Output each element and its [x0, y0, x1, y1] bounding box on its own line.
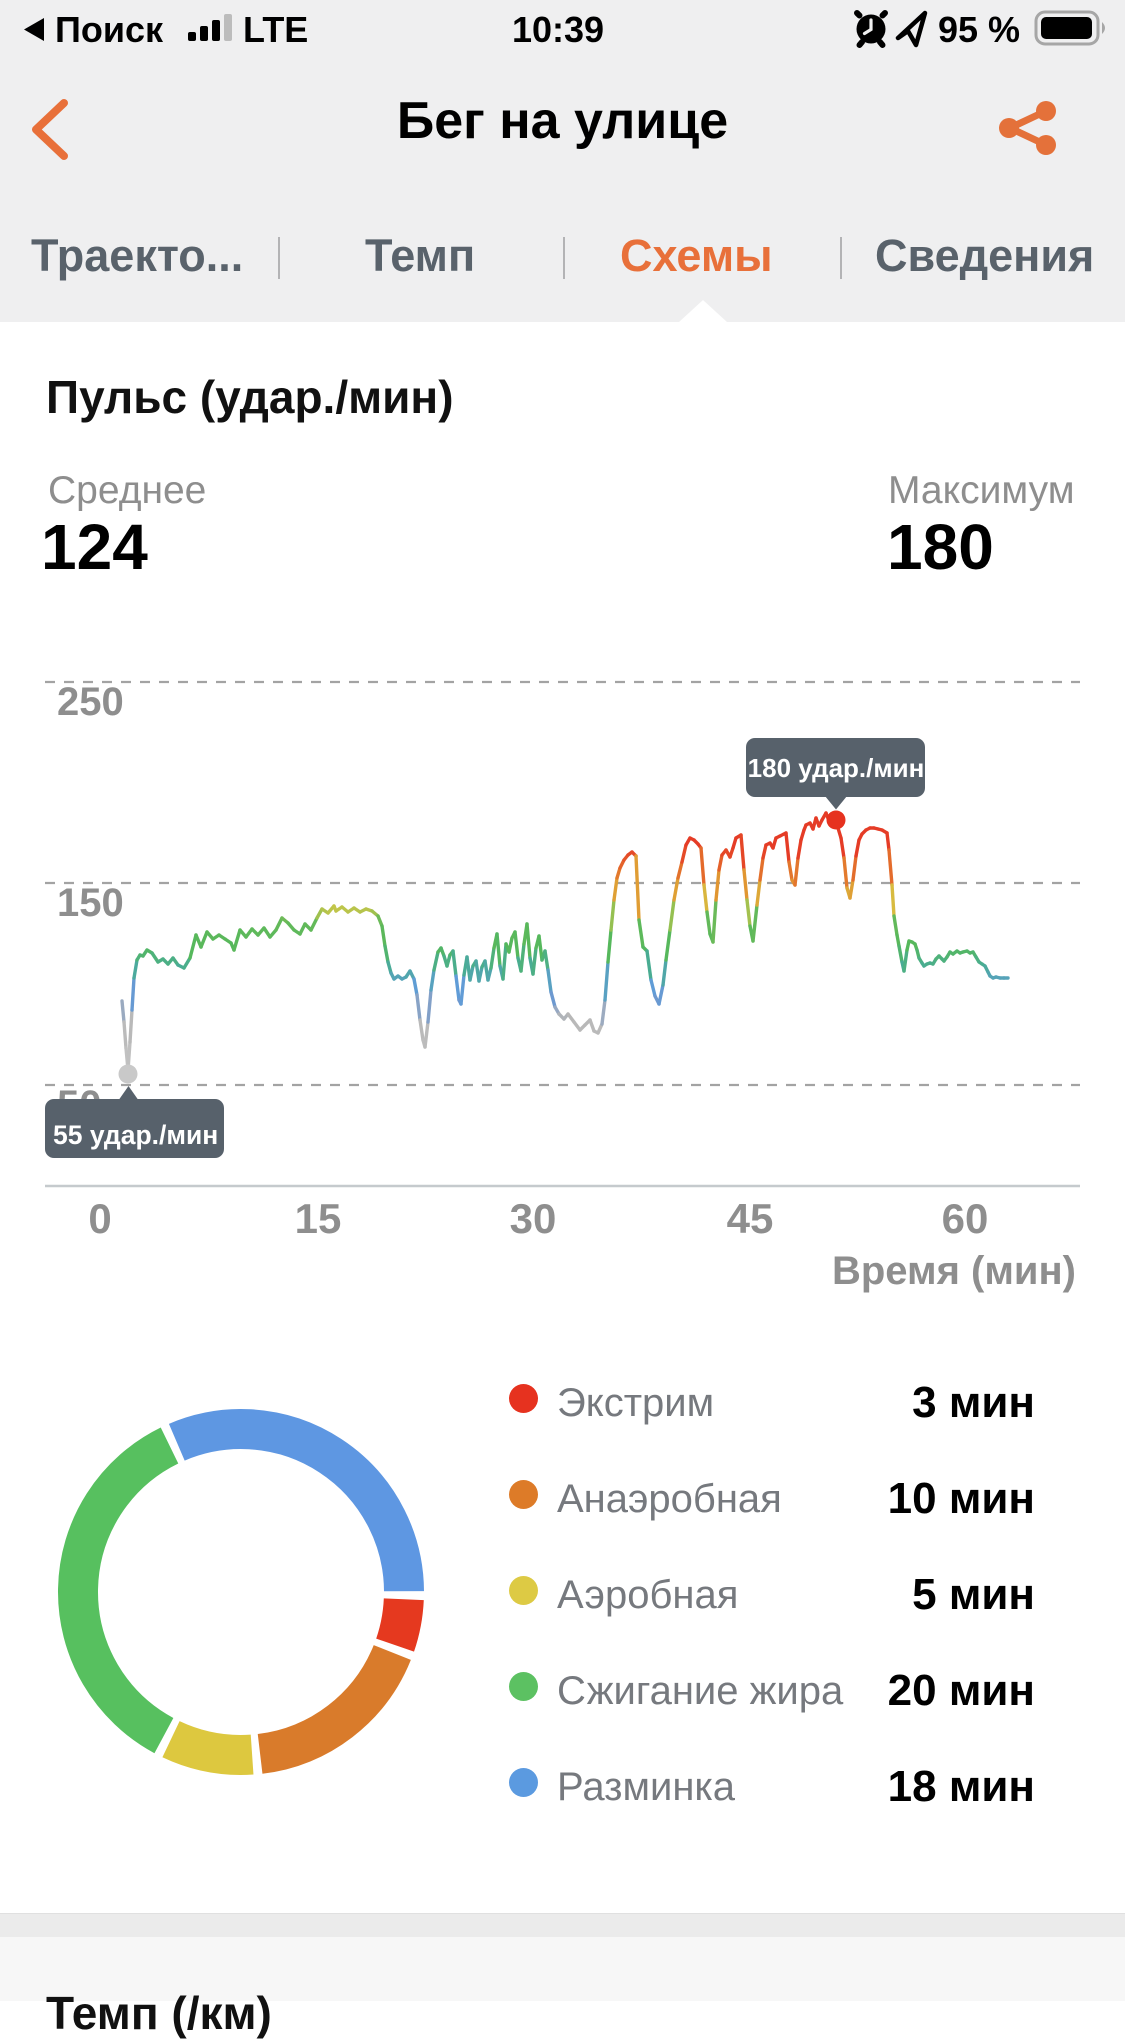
svg-text:60: 60	[942, 1195, 989, 1242]
svg-text:0: 0	[88, 1195, 111, 1242]
svg-text:150: 150	[57, 881, 124, 925]
svg-text:55 удар./мин: 55 удар./мин	[53, 1120, 218, 1150]
svg-text:15: 15	[295, 1195, 342, 1242]
svg-text:Время (мин): Время (мин)	[832, 1249, 1076, 1293]
svg-text:30: 30	[510, 1195, 557, 1242]
svg-text:45: 45	[727, 1195, 774, 1242]
svg-text:180 удар./мин: 180 удар./мин	[748, 753, 925, 783]
svg-text:250: 250	[57, 680, 124, 724]
